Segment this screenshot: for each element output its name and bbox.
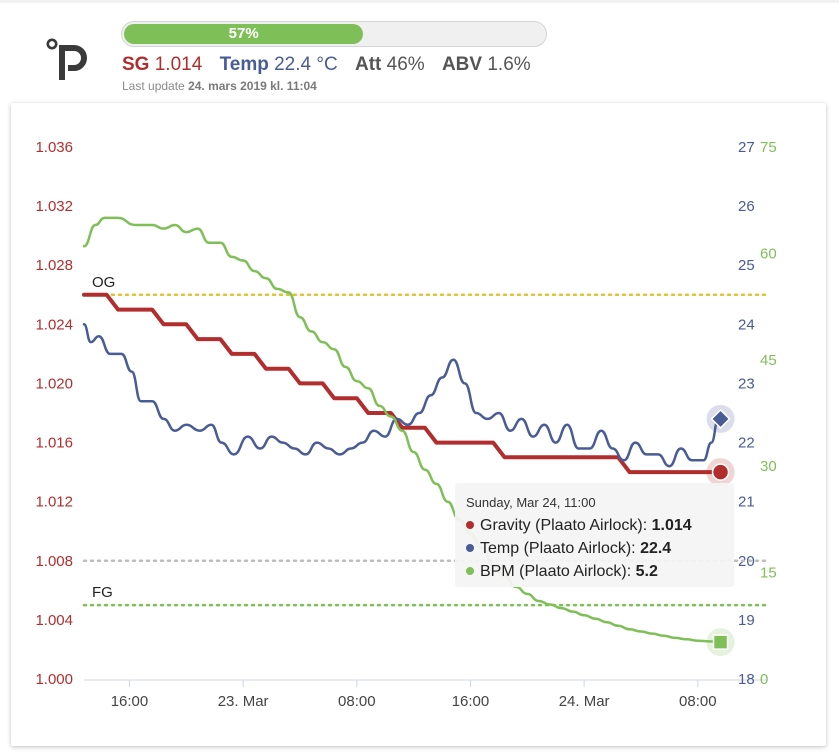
y-right-temp-tick-label: 19 <box>738 612 755 629</box>
y-right-temp-tick-label: 23 <box>738 375 755 392</box>
y-left-tick-label: 1.008 <box>35 553 73 570</box>
plaato-logo-icon <box>46 38 87 80</box>
y-left-tick-label: 1.020 <box>35 375 73 392</box>
y-right-temp-tick-label: 20 <box>738 553 755 570</box>
y-right-bpm-tick-label: 15 <box>760 565 777 582</box>
y-right-temp-tick-label: 26 <box>738 198 755 215</box>
tooltip-value: 22.4 <box>640 540 672 557</box>
chart-tooltip: Sunday, Mar 24, 11:00 Gravity (Plaato Ai… <box>455 483 734 587</box>
abv-stat: ABV 1.6% <box>442 54 531 75</box>
y-right-temp-tick-label: 27 <box>738 139 755 156</box>
y-left-tick-label: 1.024 <box>35 316 73 333</box>
y-right-temp-tick-label: 21 <box>738 494 755 511</box>
y-left-tick-label: 1.004 <box>35 612 73 629</box>
bpm-dot-icon <box>466 567 474 575</box>
sg-value: 1.014 <box>154 54 203 75</box>
series-line-gravity <box>82 292 723 475</box>
bpm-marker <box>712 634 729 650</box>
reference-line-label: OG <box>92 274 115 291</box>
gravity-marker <box>711 463 730 481</box>
tooltip-label: Gravity (Plaato Airlock): <box>480 517 652 534</box>
x-tick-label: 08:00 <box>338 693 376 710</box>
temp-label: Temp <box>219 54 269 75</box>
y-left-tick-label: 1.016 <box>35 435 73 452</box>
temp-value: 22.4 °C <box>274 54 338 75</box>
abv-label: ABV <box>441 54 483 75</box>
temp-stat: Temp 22.4 °C <box>220 54 338 75</box>
y-right-bpm-tick-label: 75 <box>760 139 777 156</box>
top-border <box>0 0 839 3</box>
sg-stat: SG 1.014 <box>122 54 202 75</box>
sg-label: SG <box>122 54 150 75</box>
x-tick-label: 16:00 <box>452 693 490 710</box>
last-update-value: 24. mars 2019 kl. 11:04 <box>188 79 317 93</box>
fermentation-chart[interactable]: 1.036 1.032 1.028 1.024 1.020 1.016 1.012 1.008… <box>11 103 826 746</box>
tooltip-row-bpm: BPM (Plaato Airlock): 5.2 <box>466 560 734 583</box>
y-right-bpm-tick-label: 0 <box>760 671 768 688</box>
chart-card: 1.036 1.032 1.028 1.024 1.020 1.016 1.012 1.008… <box>11 103 826 746</box>
tooltip-row-temp: Temp (Plaato Airlock): 22.4 <box>466 537 734 560</box>
series-line-temp <box>82 323 720 468</box>
y-right-temp-tick-label: 24 <box>738 316 755 333</box>
tooltip-value: 5.2 <box>635 563 658 580</box>
y-right-bpm-tick-label: 45 <box>760 352 777 369</box>
y-right-bpm-tick-label: 60 <box>760 245 777 262</box>
x-tick-label: 08:00 <box>679 693 717 710</box>
reference-line-label: FG <box>92 584 113 601</box>
temp-marker <box>710 408 731 429</box>
tooltip-label: Temp (Plaato Airlock): <box>480 540 641 557</box>
stats-line: SG 1.014 Temp 22.4 °C Att 46% ABV 1.6% <box>122 54 543 76</box>
tooltip-row-gravity: Gravity (Plaato Airlock): 1.014 <box>466 514 734 537</box>
progress-fill <box>124 24 364 44</box>
tooltip-title: Sunday, Mar 24, 11:00 <box>466 495 596 510</box>
y-right-temp-tick-label: 18 <box>738 671 755 688</box>
y-left-tick-label: 1.000 <box>35 671 73 688</box>
y-left-tick-label: 1.036 <box>35 139 73 156</box>
abv-value: 1.6% <box>487 54 531 75</box>
att-label: Att <box>354 54 382 75</box>
x-tick-label: 16:00 <box>111 693 149 710</box>
tooltip-value: 1.014 <box>651 517 692 534</box>
series-line-bpm <box>82 216 722 644</box>
y-right-temp-tick-label: 25 <box>738 257 755 274</box>
y-right-bpm-tick-label: 30 <box>760 458 777 475</box>
y-left-tick-label: 1.012 <box>35 494 73 511</box>
y-left-tick-label: 1.032 <box>35 198 73 215</box>
last-update: Last update 24. mars 2019 kl. 11:04 <box>122 79 317 93</box>
att-stat: Att 46% <box>355 54 425 75</box>
temp-dot-icon <box>466 544 474 552</box>
attenuation-progress-bar: 57% <box>121 21 547 47</box>
att-value: 46% <box>386 54 425 75</box>
progress-label: 57% <box>228 25 259 42</box>
x-tick-label: 23. Mar <box>218 693 269 710</box>
y-left-tick-label: 1.028 <box>35 257 73 274</box>
y-right-temp-tick-label: 22 <box>738 435 755 452</box>
gravity-dot-icon <box>466 521 474 529</box>
x-tick-label: 24. Mar <box>559 693 610 710</box>
tooltip-label: BPM (Plaato Airlock): <box>480 563 636 580</box>
last-update-prefix: Last update <box>122 79 185 93</box>
